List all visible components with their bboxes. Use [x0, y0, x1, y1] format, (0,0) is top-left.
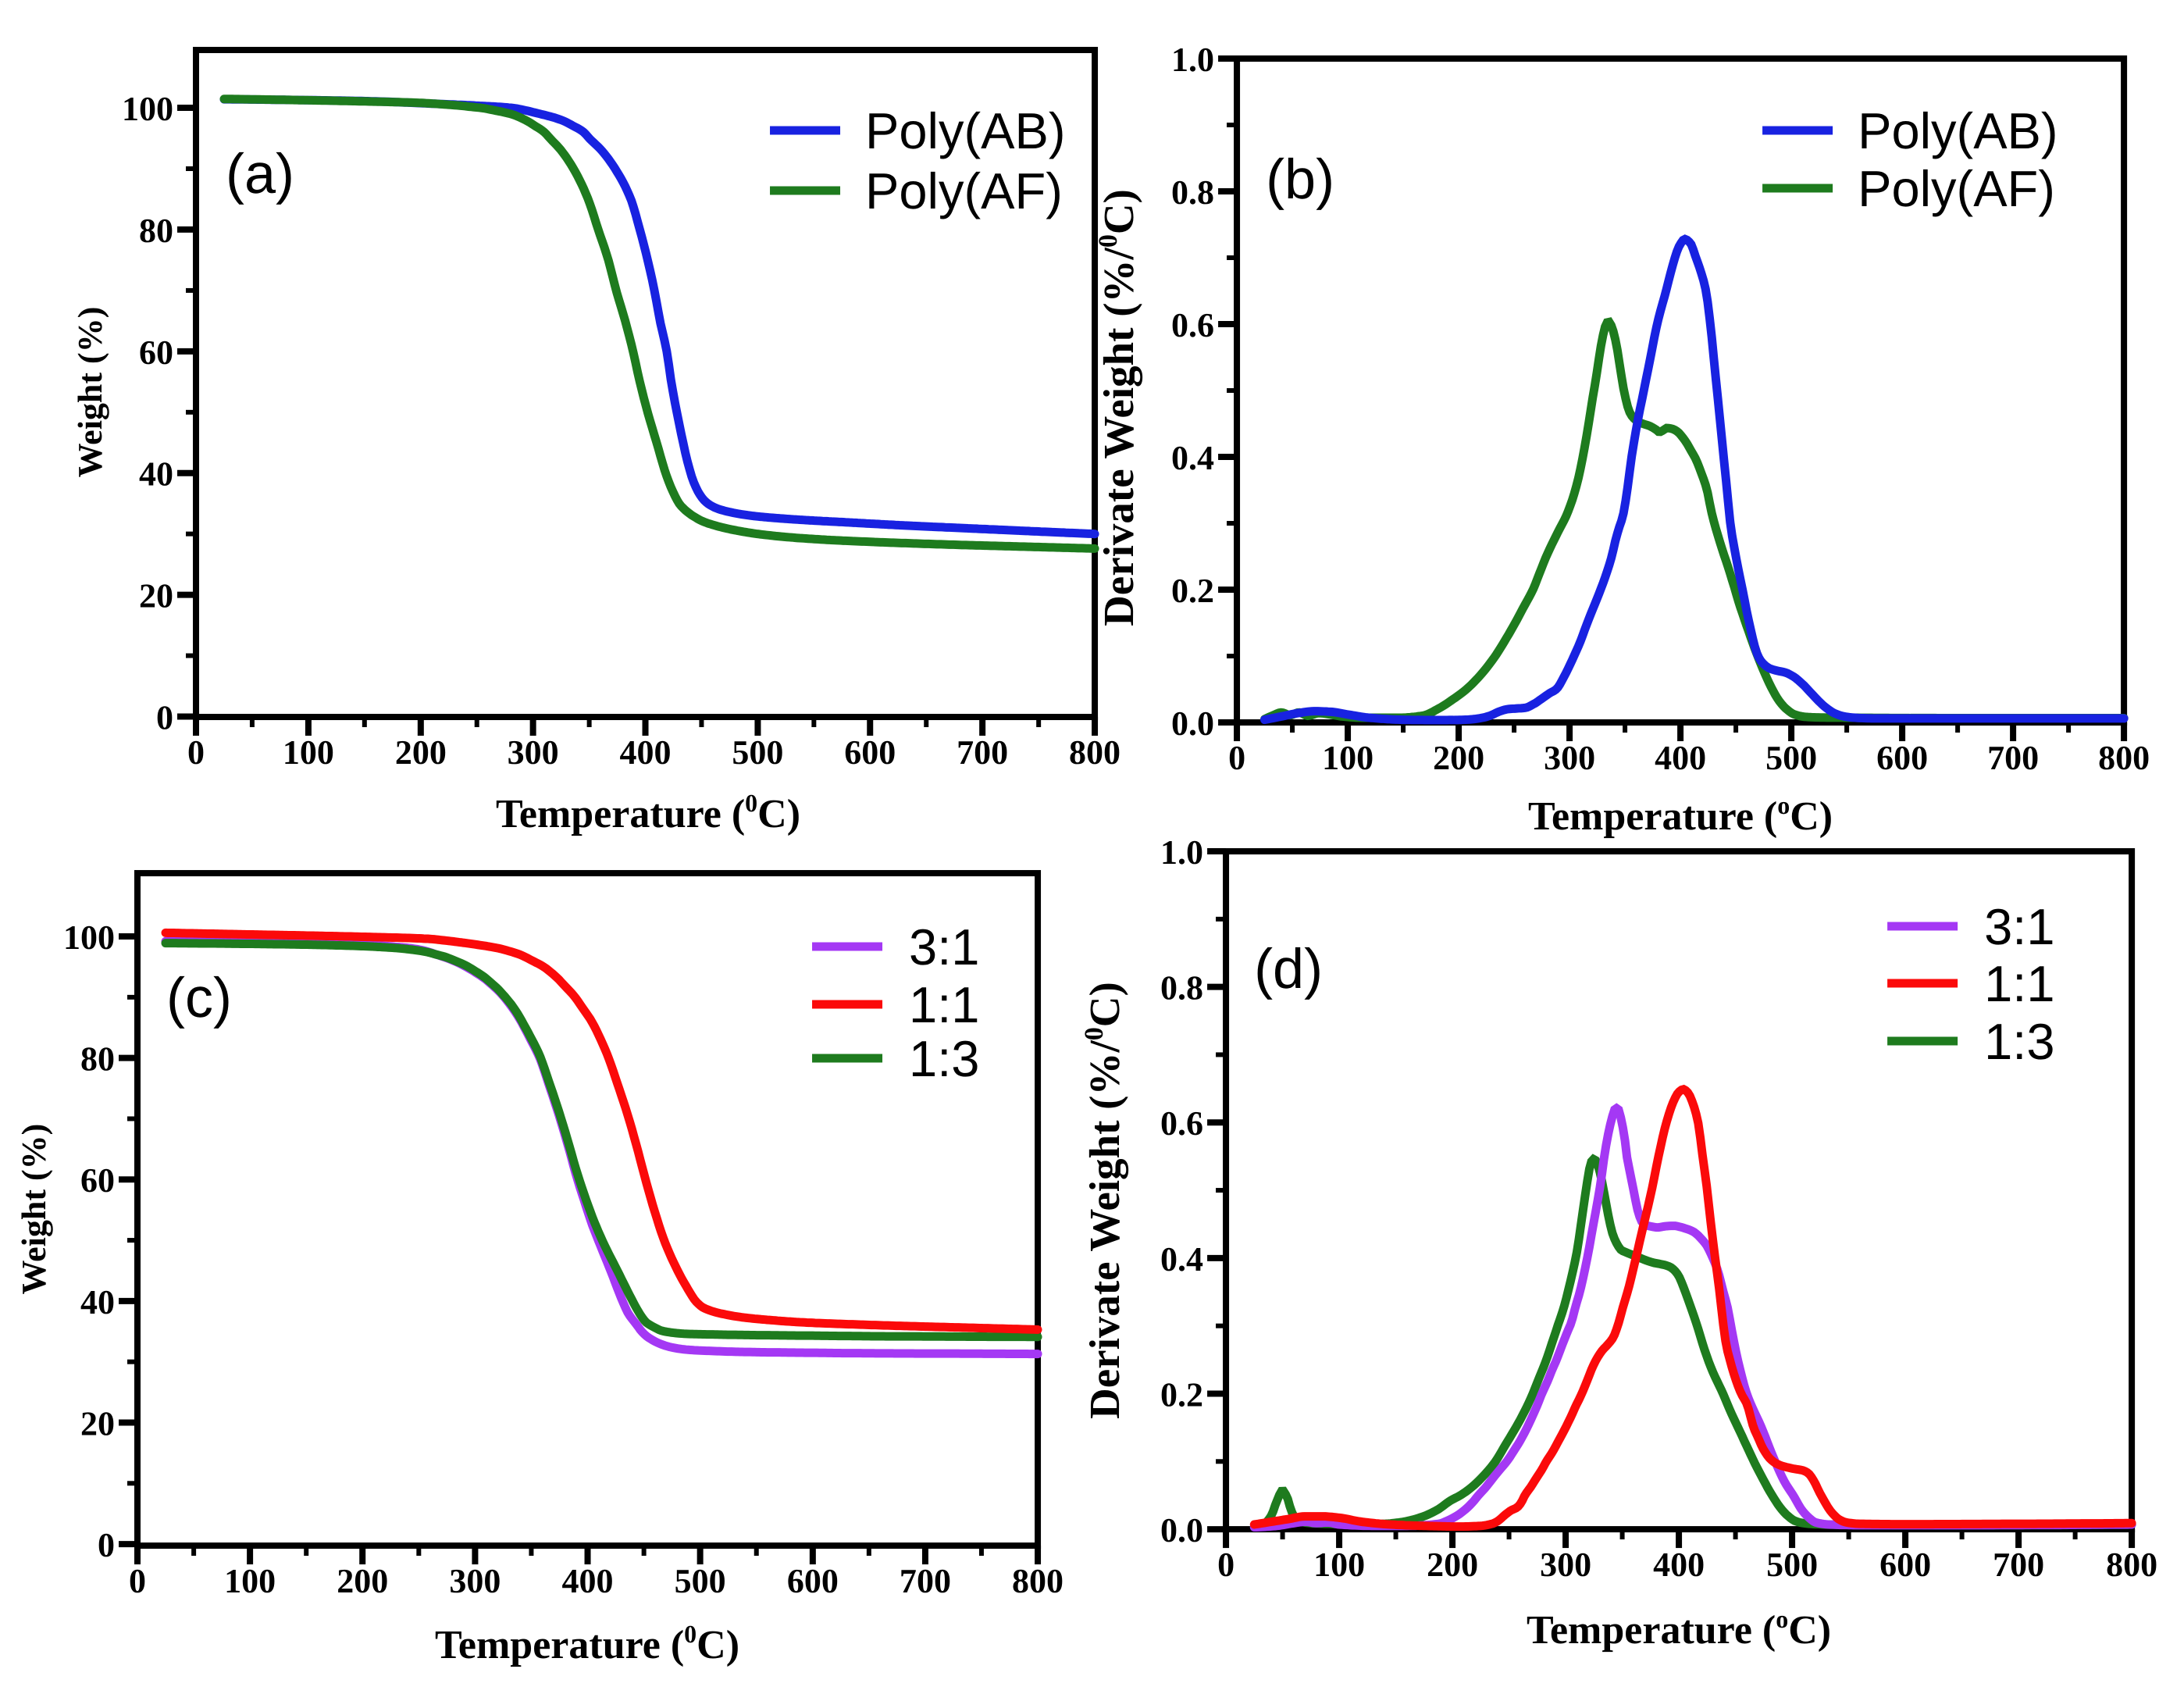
svg-text:500: 500	[732, 733, 783, 772]
svg-text:(a): (a)	[226, 143, 294, 205]
svg-text:3:1: 3:1	[909, 918, 979, 975]
svg-text:100: 100	[283, 733, 334, 772]
svg-text:0.0: 0.0	[1160, 1511, 1203, 1549]
svg-text:80: 80	[139, 212, 173, 250]
svg-text:60: 60	[139, 333, 173, 372]
svg-text:800: 800	[1069, 733, 1121, 772]
svg-text:1:3: 1:3	[909, 1030, 979, 1087]
svg-text:700: 700	[1993, 1546, 2044, 1584]
svg-text:0: 0	[129, 1562, 146, 1600]
svg-text:1:3: 1:3	[1984, 1013, 2054, 1070]
svg-text:600: 600	[1879, 1546, 1931, 1584]
svg-text:80: 80	[80, 1040, 115, 1079]
svg-text:100: 100	[122, 90, 173, 128]
svg-text:Weight (%): Weight (%)	[15, 1124, 53, 1295]
svg-text:0.4: 0.4	[1160, 1240, 1203, 1278]
svg-text:800: 800	[1012, 1562, 1063, 1600]
svg-text:0.6: 0.6	[1160, 1104, 1203, 1143]
svg-text:100: 100	[224, 1562, 276, 1600]
svg-text:500: 500	[1765, 739, 1817, 777]
svg-text:20: 20	[80, 1404, 115, 1442]
svg-text:100: 100	[1322, 739, 1373, 777]
svg-text:60: 60	[80, 1161, 115, 1200]
svg-text:300: 300	[449, 1562, 501, 1600]
svg-text:0.4: 0.4	[1171, 439, 1214, 477]
svg-text:Derivate Weight (%/0C): Derivate Weight (%/0C)	[1094, 189, 1143, 626]
svg-text:500: 500	[675, 1562, 726, 1600]
svg-text:600: 600	[1876, 739, 1928, 777]
svg-text:0.2: 0.2	[1171, 572, 1214, 610]
svg-text:Weight (%): Weight (%)	[71, 307, 109, 478]
svg-text:100: 100	[1313, 1546, 1365, 1584]
svg-text:100: 100	[63, 918, 115, 957]
svg-text:Temperature (0C): Temperature (0C)	[496, 789, 800, 836]
svg-text:1:1: 1:1	[909, 976, 979, 1033]
svg-text:0: 0	[1228, 739, 1245, 777]
svg-text:Poly(AB): Poly(AB)	[1858, 102, 2058, 159]
svg-text:40: 40	[139, 455, 173, 494]
svg-text:200: 200	[395, 733, 447, 772]
svg-text:800: 800	[2106, 1546, 2157, 1584]
svg-text:200: 200	[1427, 1546, 1478, 1584]
svg-text:0.0: 0.0	[1171, 704, 1214, 743]
svg-text:0.6: 0.6	[1171, 306, 1214, 344]
svg-text:1:1: 1:1	[1984, 955, 2054, 1012]
svg-text:Derivate Weight (%/0C): Derivate Weight (%/0C)	[1080, 982, 1129, 1419]
svg-text:0.8: 0.8	[1160, 969, 1203, 1007]
svg-text:0: 0	[187, 733, 205, 772]
svg-text:Poly(AF): Poly(AF)	[865, 162, 1063, 219]
svg-text:700: 700	[957, 733, 1008, 772]
svg-text:400: 400	[1653, 1546, 1705, 1584]
svg-text:800: 800	[2098, 739, 2150, 777]
svg-text:200: 200	[337, 1562, 388, 1600]
svg-text:0: 0	[98, 1526, 115, 1564]
svg-text:0: 0	[1217, 1546, 1235, 1584]
svg-text:700: 700	[900, 1562, 951, 1600]
svg-text:(b): (b)	[1266, 148, 1334, 211]
svg-text:1.0: 1.0	[1171, 41, 1214, 79]
svg-text:400: 400	[562, 1562, 614, 1600]
svg-text:Poly(AF): Poly(AF)	[1858, 160, 2055, 217]
svg-text:400: 400	[1655, 739, 1706, 777]
svg-text:400: 400	[620, 733, 672, 772]
svg-text:0.2: 0.2	[1160, 1375, 1203, 1414]
svg-text:600: 600	[844, 733, 896, 772]
svg-text:1.0: 1.0	[1160, 833, 1203, 872]
svg-text:700: 700	[1987, 739, 2039, 777]
svg-text:300: 300	[508, 733, 559, 772]
svg-text:Poly(AB): Poly(AB)	[865, 102, 1065, 159]
svg-text:500: 500	[1766, 1546, 1818, 1584]
svg-text:300: 300	[1540, 1546, 1591, 1584]
svg-text:(c): (c)	[166, 967, 232, 1029]
svg-text:40: 40	[80, 1283, 115, 1321]
svg-text:600: 600	[787, 1562, 839, 1600]
svg-text:200: 200	[1433, 739, 1484, 777]
svg-text:3:1: 3:1	[1984, 898, 2054, 955]
svg-text:(d): (d)	[1254, 938, 1323, 1000]
svg-text:0.8: 0.8	[1171, 173, 1214, 212]
svg-text:0: 0	[156, 699, 173, 737]
svg-text:300: 300	[1544, 739, 1595, 777]
svg-text:20: 20	[139, 577, 173, 615]
svg-text:Temperature (oC): Temperature (oC)	[1528, 791, 1833, 839]
